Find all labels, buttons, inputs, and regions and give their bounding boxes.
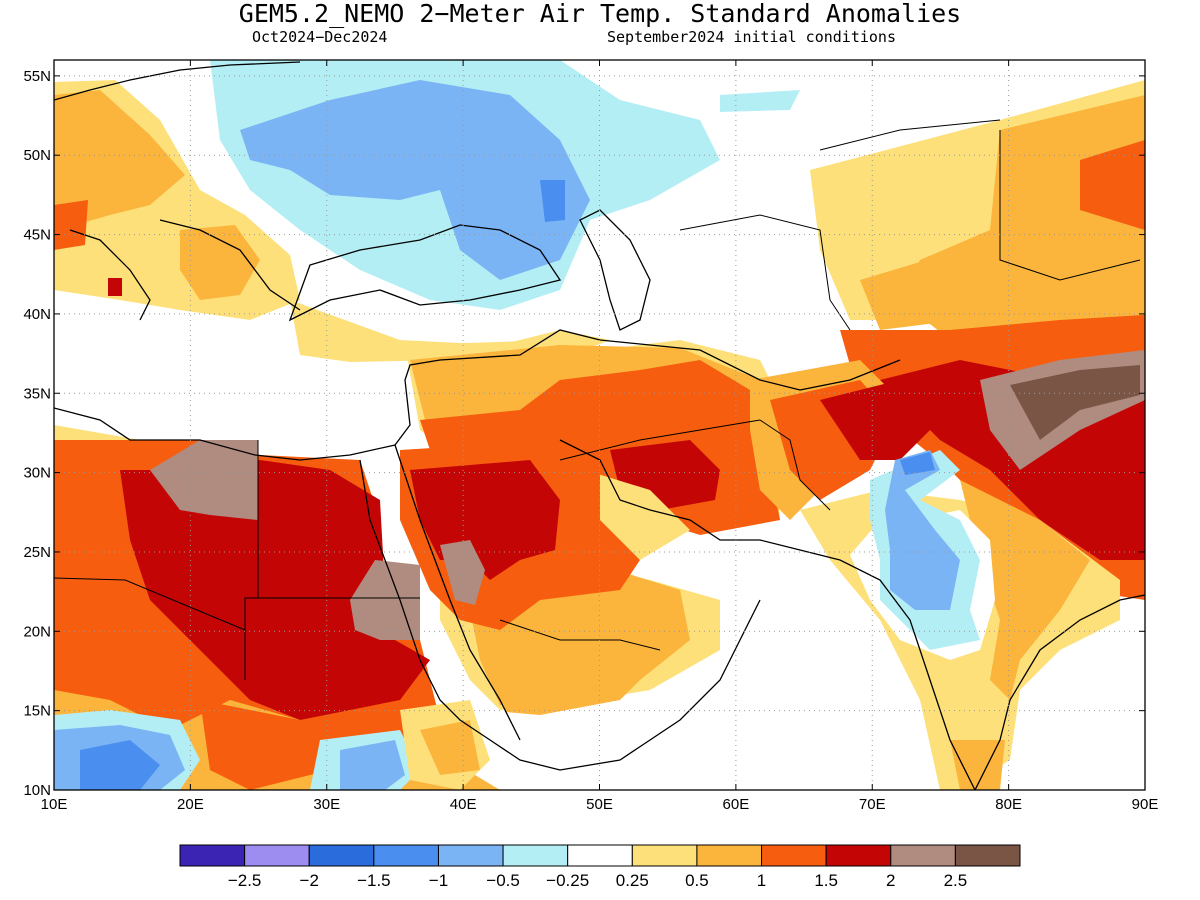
western-europe-orange (54, 90, 185, 230)
lat-tick-label: 30N (23, 465, 51, 482)
lon-tick-label: 50E (586, 796, 613, 813)
colorbar-label: −1 (429, 871, 448, 890)
lon-tick-label: 60E (723, 796, 750, 813)
india-blue-core (900, 452, 935, 475)
colorbar-swatch (631, 844, 698, 867)
italy-red (54, 200, 88, 250)
yemen-orange (500, 670, 640, 715)
colorbar-swatch (761, 844, 827, 867)
arabia-brown (440, 540, 485, 605)
forecast-period: Oct2024−Dec2024 (252, 28, 388, 46)
lat-axis: 55N 50N 45N 40N 35N 30N 25N 20N 15N 10N (23, 68, 1145, 799)
colorbar-label: 1 (757, 871, 766, 890)
sahara-brown (150, 440, 258, 520)
balkans-orange (180, 225, 260, 300)
gridlines (54, 60, 1145, 790)
lon-tick-label: 40E (450, 796, 477, 813)
india-south-orange (950, 740, 1005, 790)
lat-tick-label: 50N (23, 147, 51, 164)
lat-tick-label: 20N (23, 623, 51, 640)
tibet-dark-brown (1010, 365, 1140, 440)
lon-tick-label: 10E (41, 796, 68, 813)
lon-tick-label: 30E (313, 796, 340, 813)
lat-tick-label: 10N (23, 782, 51, 799)
colorbar-label: −2.5 (228, 871, 262, 890)
colorbar-label: 2 (886, 871, 895, 890)
coastlines (54, 61, 1145, 790)
east-europe-blue (240, 80, 590, 280)
horn-orange (420, 720, 480, 775)
colorbar-label: −0.25 (546, 871, 589, 890)
lon-axis: 10E 20E 30E 40E 50E 60E 70E 80E 90E (41, 60, 1159, 813)
colorbar-swatch (696, 844, 763, 867)
east-europe-blue-core (540, 180, 565, 222)
kazakhstan-light-blue (720, 90, 800, 112)
pakistan-dark-red (820, 380, 940, 460)
lon-tick-label: 20E (177, 796, 204, 813)
colorbar-swatch (308, 844, 375, 867)
lat-tick-label: 55N (23, 68, 51, 85)
colorbar-swatch (373, 844, 439, 867)
map-title: GEM5.2_NEMO 2−Meter Air Temp. Standard A… (238, 0, 962, 28)
india-blue (885, 450, 960, 610)
lat-tick-label: 25N (23, 544, 51, 561)
colorbar-label: 1.5 (814, 871, 838, 890)
colorbar-label: 0.25 (616, 871, 649, 890)
colorbar-label: 2.5 (944, 871, 968, 890)
colorbar-label: −2 (300, 871, 319, 890)
west-africa-blue-core (80, 740, 160, 790)
colorbar-swatch (567, 844, 633, 867)
lat-tick-label: 45N (23, 227, 51, 244)
colorbar: −2.5 −2 −1.5 −1 −0.5 −0.25 0.25 0.5 1 1.5 2 2.5 (179, 844, 1021, 890)
colorbar-swatch (244, 844, 310, 867)
colorbar-label: −1.5 (357, 871, 391, 890)
lon-tick-label: 80E (995, 796, 1022, 813)
anomaly-shading (54, 60, 1145, 790)
india-orange (960, 480, 1090, 700)
sahara-dark-red (120, 460, 430, 720)
lat-tick-label: 15N (23, 703, 51, 720)
initial-conditions: September2024 initial conditions (607, 28, 896, 46)
colorbar-label: −0.5 (486, 871, 520, 890)
lon-tick-label: 70E (859, 796, 886, 813)
colorbar-swatch (437, 844, 504, 867)
country-borders (54, 119, 1141, 680)
colorbar-swatch (825, 844, 892, 867)
sudan-brown (350, 560, 420, 640)
colorbar-swatch (954, 844, 1021, 867)
colorbar-swatch (179, 844, 246, 867)
colorbar-label: 0.5 (685, 871, 709, 890)
lat-tick-label: 40N (23, 306, 51, 323)
lat-tick-label: 35N (23, 385, 51, 402)
colorbar-swatch (890, 844, 956, 867)
china-red-orange (1080, 140, 1145, 230)
xinjiang-orange (860, 250, 1010, 330)
ethiopia-blue (340, 740, 405, 790)
lon-tick-label: 90E (1132, 796, 1159, 813)
colorbar-swatch (502, 844, 569, 867)
italy-dark (108, 278, 122, 296)
